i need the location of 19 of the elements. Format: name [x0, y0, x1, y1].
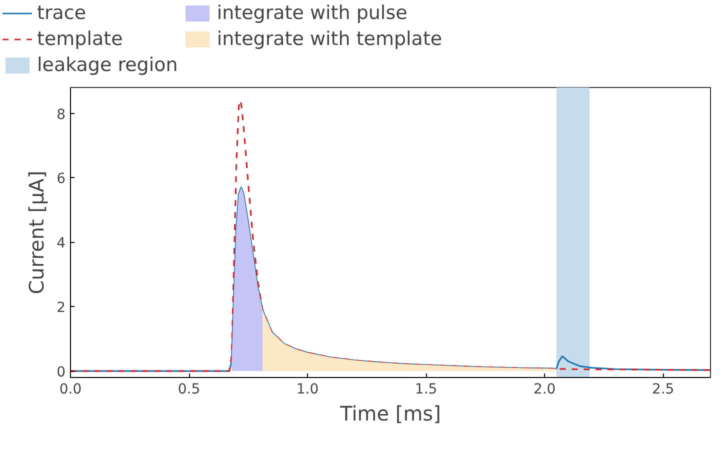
legend-label: leakage region: [37, 54, 178, 76]
legend-label: integrate with pulse: [216, 2, 408, 24]
x-tick-label: 1.0: [296, 382, 319, 398]
y-tick-label: 0: [56, 364, 66, 381]
y-tick-label: 4: [56, 236, 66, 252]
line-series: [70, 100, 710, 372]
x-tick-label: 1.5: [414, 382, 438, 398]
legend-label: template: [37, 28, 123, 50]
legend-label: trace: [37, 2, 86, 24]
x-tick-label: 2.0: [533, 382, 556, 398]
legend-label: integrate with template: [216, 28, 442, 50]
x-tick-label: 0.5: [178, 382, 200, 398]
y-tick-label: 6: [56, 171, 66, 188]
x-tick-label: 2.5: [652, 382, 674, 398]
y-axis-title: Current [μA]: [24, 170, 49, 294]
y-tick-label: 2: [56, 300, 66, 316]
y-tick-label: 8: [56, 106, 66, 123]
x-tick-label: 0.0: [59, 382, 82, 398]
x-axis-title: Time [ms]: [339, 402, 441, 426]
